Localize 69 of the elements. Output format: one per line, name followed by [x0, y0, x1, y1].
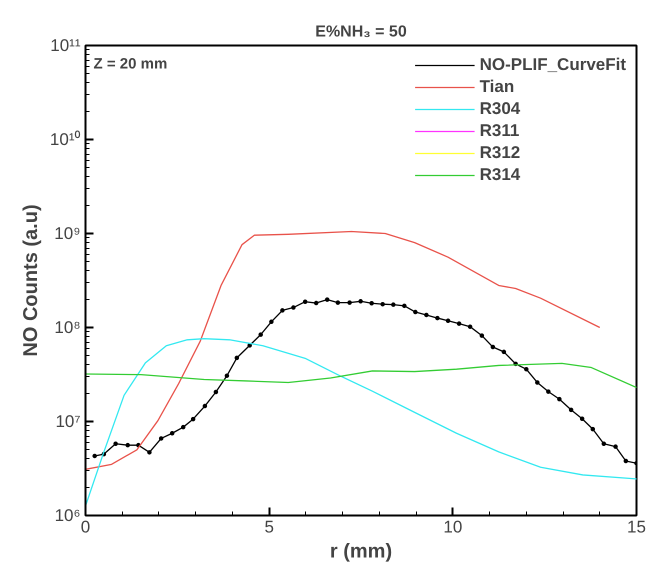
- point: [546, 389, 551, 394]
- point: [613, 444, 618, 449]
- point: [180, 424, 186, 430]
- point: [391, 302, 396, 307]
- x-tick-label: 15: [627, 518, 646, 536]
- point: [524, 366, 529, 372]
- point: [535, 380, 540, 385]
- point: [590, 426, 596, 432]
- point: [234, 356, 240, 360]
- x-tick-label: 0: [80, 518, 90, 536]
- line-series: [86, 338, 636, 507]
- y-tick-label: 10⁶: [54, 506, 81, 525]
- point: [468, 324, 472, 329]
- point: [280, 308, 285, 313]
- point: [347, 300, 352, 305]
- point: [224, 373, 230, 378]
- point: [456, 321, 462, 326]
- point: [435, 316, 440, 320]
- point: [369, 301, 374, 306]
- point: [202, 404, 208, 408]
- point: [214, 390, 218, 394]
- point: [269, 320, 274, 324]
- point: [490, 344, 496, 350]
- point: [568, 408, 574, 412]
- point: [480, 333, 484, 338]
- point: [314, 300, 318, 306]
- point: [446, 318, 450, 323]
- annotation: Z = 20 mm: [94, 56, 168, 72]
- legend-label: R312: [480, 143, 520, 163]
- legend-label: NO-PLIF_CurveFit: [480, 55, 626, 75]
- point: [247, 343, 252, 348]
- y-tick-label: 10⁸: [54, 318, 81, 337]
- legend-label: R304: [480, 99, 520, 119]
- legend-label: R311: [480, 121, 520, 141]
- chart-title: E%NH₃ = 50: [315, 24, 407, 40]
- point: [402, 304, 407, 308]
- point: [258, 332, 263, 337]
- x-tick-label: 10: [443, 518, 462, 536]
- point: [358, 299, 363, 304]
- point: [424, 312, 429, 318]
- y-tick-label: 10¹⁰: [50, 130, 81, 149]
- x-axis-title: r (mm): [330, 540, 392, 562]
- point: [380, 302, 385, 306]
- y-tick-label: 10⁷: [55, 412, 80, 431]
- y-tick-label: 10⁹: [54, 224, 81, 243]
- point: [302, 299, 308, 304]
- point: [602, 441, 606, 446]
- x-tick-label: 5: [264, 518, 274, 536]
- point: [147, 450, 152, 455]
- point: [92, 454, 97, 458]
- point: [624, 458, 628, 464]
- point: [125, 442, 130, 448]
- point: [190, 416, 196, 422]
- point: [336, 300, 340, 305]
- y-axis-title: NO Counts (a.u): [20, 204, 42, 357]
- point: [557, 396, 562, 402]
- point: [291, 305, 296, 310]
- point: [170, 431, 174, 436]
- point: [113, 441, 118, 446]
- point: [324, 297, 330, 302]
- line-series: [86, 230, 600, 470]
- line-series: [86, 362, 636, 388]
- point: [158, 436, 164, 441]
- point: [413, 310, 418, 314]
- legend-label: R314: [480, 165, 520, 185]
- legend-label: Tian: [480, 77, 514, 97]
- y-tick-label: 10¹¹: [50, 36, 81, 55]
- point: [502, 350, 506, 354]
- point: [580, 416, 584, 421]
